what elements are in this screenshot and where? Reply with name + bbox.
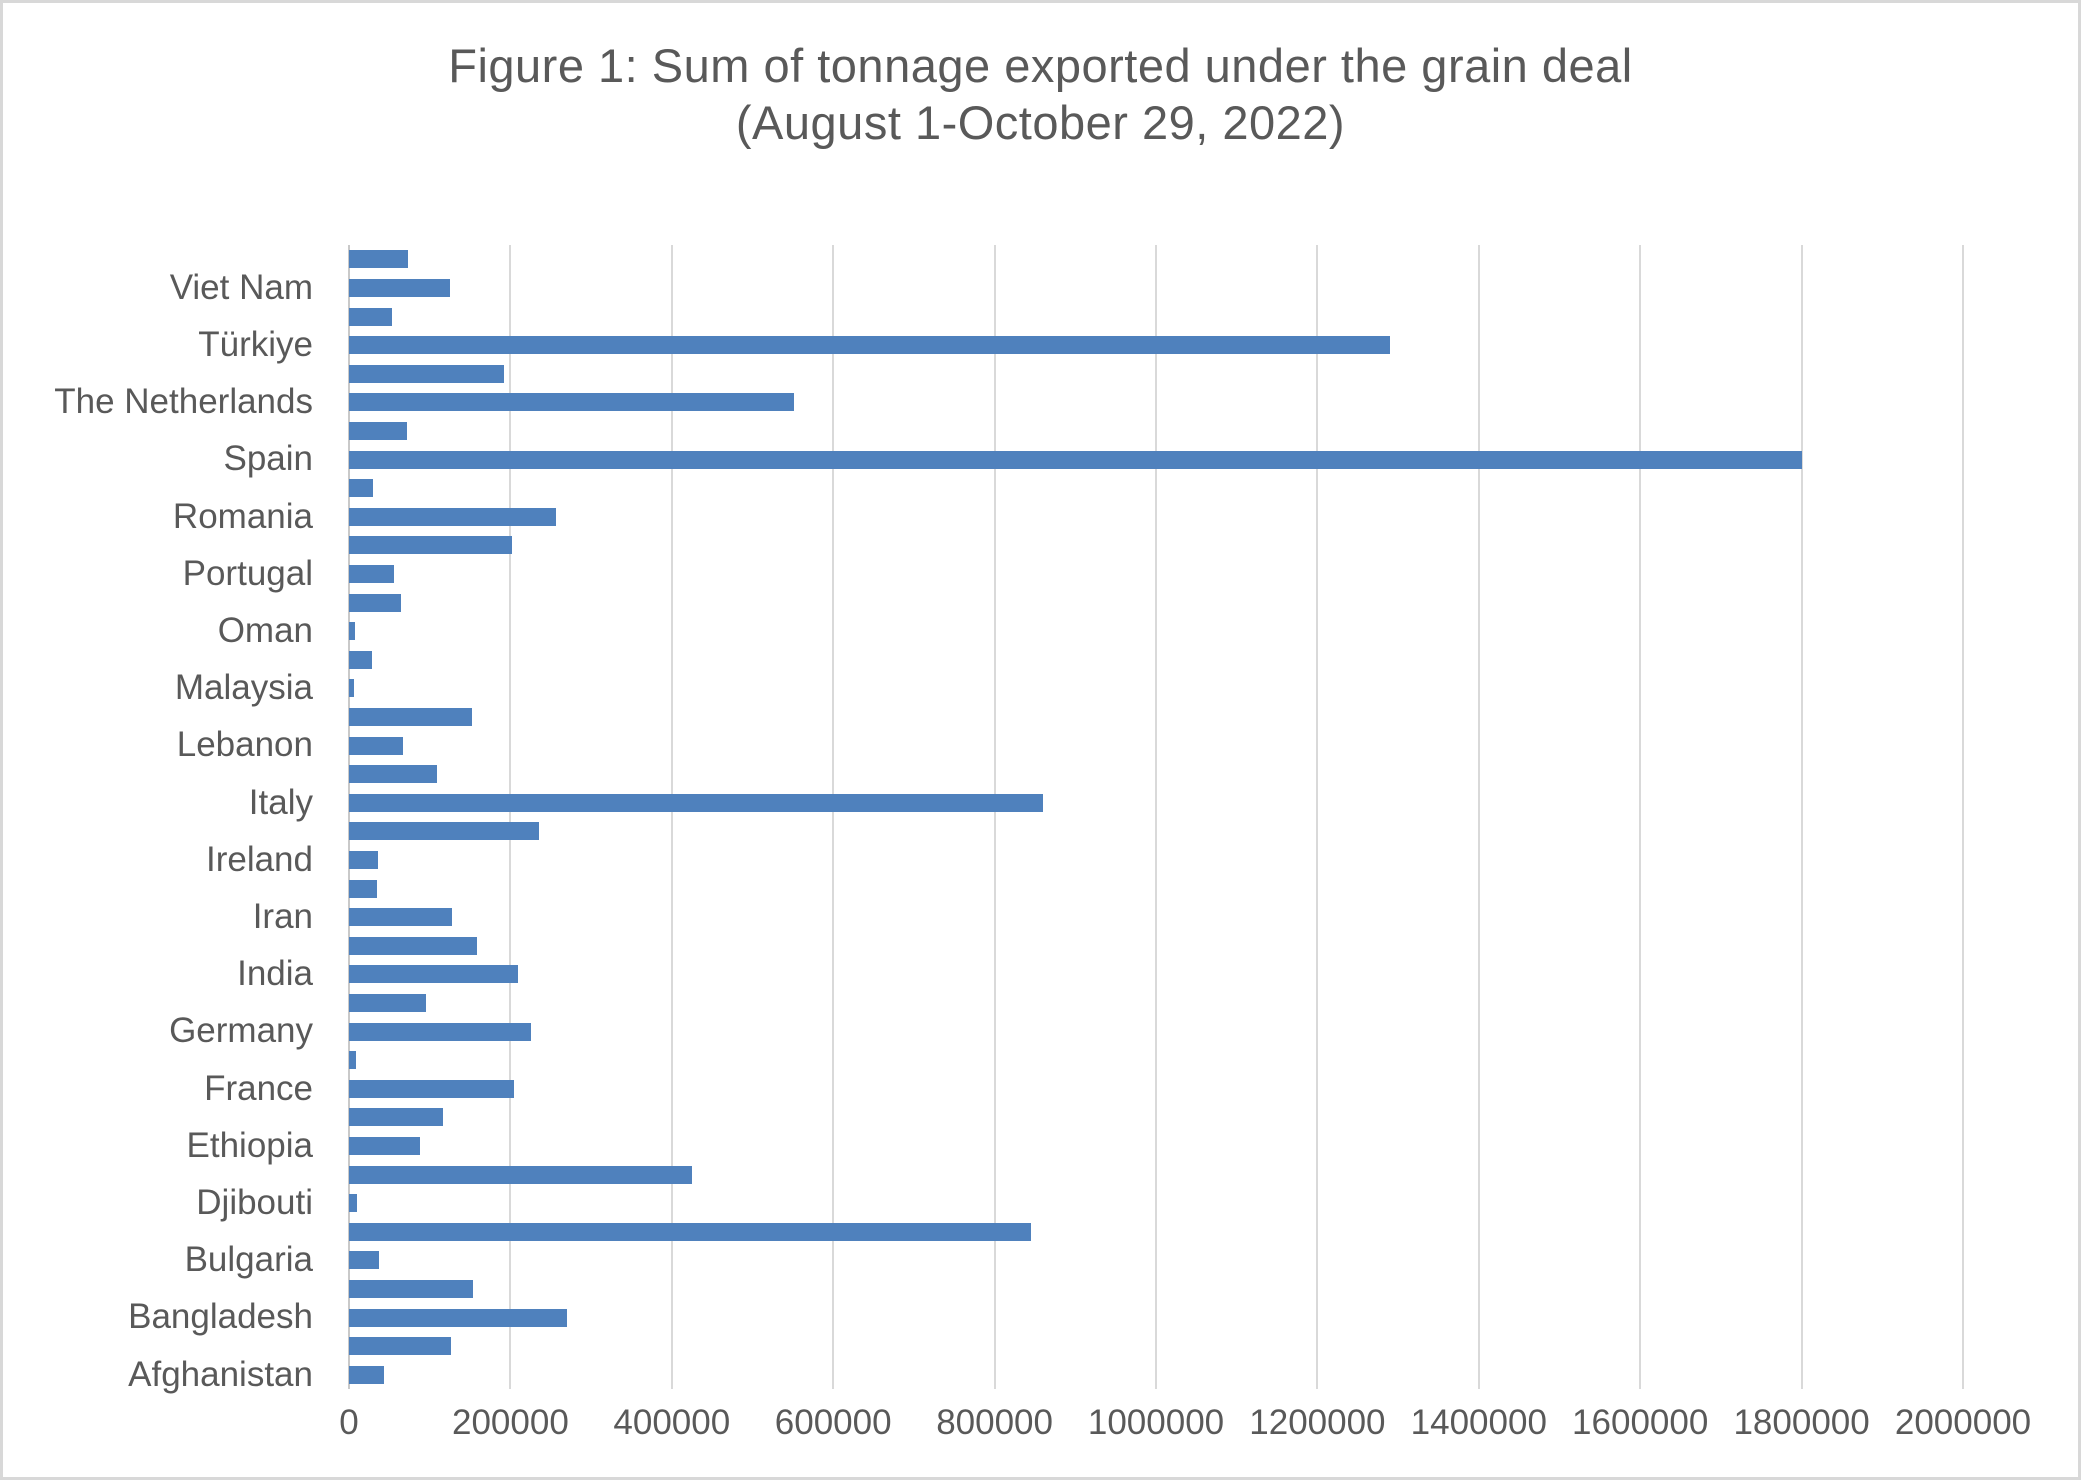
bar: [349, 622, 355, 641]
x-tick-label: 1200000: [1249, 1403, 1386, 1442]
x-tick-label: 0: [339, 1403, 359, 1442]
gridline: [1639, 245, 1642, 1389]
bar: [349, 707, 472, 726]
bar: [349, 879, 378, 898]
bar: [349, 965, 519, 984]
category-label: Portugal: [182, 553, 313, 593]
category-label: India: [237, 954, 313, 994]
category-label: Oman: [217, 611, 313, 651]
bar: [349, 1365, 384, 1384]
bar: [349, 1165, 692, 1184]
bar: [349, 1279, 474, 1298]
bar: [349, 1308, 567, 1327]
gridline: [1800, 245, 1803, 1389]
category-label: Bulgaria: [184, 1240, 313, 1280]
category-label: Malaysia: [174, 668, 313, 708]
x-tick-label: 800000: [936, 1403, 1053, 1442]
gridline: [832, 245, 835, 1389]
category-label: Spain: [223, 439, 313, 479]
bar: [349, 364, 504, 383]
chart-title-line1: Figure 1: Sum of tonnage exported under …: [448, 39, 1633, 92]
category-label: Romania: [172, 496, 313, 536]
bar: [349, 507, 556, 526]
bar: [349, 564, 395, 583]
gridline: [670, 245, 673, 1389]
bar: [349, 822, 540, 841]
bar: [349, 993, 427, 1012]
bar: [349, 1222, 1031, 1241]
x-tick-label: 1000000: [1087, 1403, 1225, 1442]
bar: [349, 336, 1391, 355]
x-tick-label: 1800000: [1733, 1403, 1870, 1442]
bar: [349, 421, 408, 440]
x-tick-label: 1400000: [1410, 1403, 1547, 1442]
x-tick-label: 400000: [613, 1403, 731, 1442]
bar: [349, 736, 404, 755]
bar: [349, 393, 795, 412]
x-tick-label: 200000: [451, 1403, 569, 1442]
category-label: Afghanistan: [128, 1354, 313, 1394]
bar: [349, 936, 477, 955]
category-label: Lebanon: [176, 725, 313, 765]
bar: [349, 278, 450, 297]
x-tick-label: 1600000: [1572, 1403, 1709, 1442]
bar: [349, 1337, 451, 1356]
category-label: Ireland: [205, 839, 313, 879]
category-label: Ethiopia: [186, 1125, 313, 1165]
bar: [349, 793, 1044, 812]
x-tick-label: 2000000: [1894, 1403, 2032, 1442]
gridline: [1962, 245, 1964, 1389]
chart-title: Figure 1: Sum of tonnage exported under …: [3, 37, 2078, 152]
bar: [349, 1194, 358, 1213]
gridline: [509, 245, 512, 1389]
category-label: Djibouti: [196, 1183, 313, 1223]
bar: [349, 307, 392, 326]
category-label: Viet Nam: [169, 267, 313, 307]
bar: [349, 765, 437, 784]
bar: [349, 908, 453, 927]
category-label: Iran: [252, 897, 313, 937]
gridline: [1155, 245, 1157, 1389]
bar: [349, 1022, 532, 1041]
bar: [349, 250, 408, 269]
category-label: Italy: [248, 782, 313, 822]
bar: [349, 593, 401, 612]
bar: [349, 850, 379, 869]
bar: [349, 679, 354, 698]
gridline: [1477, 245, 1480, 1389]
bar: [349, 1108, 443, 1127]
chart-title-line2: (August 1-October 29, 2022): [735, 96, 1346, 150]
x-tick-label: 600000: [774, 1403, 892, 1442]
bar: [349, 1136, 421, 1155]
plot-area: [348, 245, 1964, 1389]
bar: [349, 1051, 357, 1070]
bar: [349, 536, 512, 555]
value-axis-line: [348, 245, 350, 1389]
bar: [349, 1251, 379, 1270]
bar: [349, 1079, 515, 1098]
category-label: Germany: [169, 1011, 313, 1051]
category-label: The Netherlands: [54, 382, 313, 422]
category-label: Bangladesh: [128, 1297, 313, 1337]
gridline: [1316, 245, 1319, 1389]
category-axis-labels: Viet Nam Türkiye The Netherlands Spain Roman…: [3, 245, 313, 1394]
value-axis-labels: 0 200000 400000 600000 800000 1000000 1200000 1…: [339, 1403, 2031, 1457]
gridline: [993, 245, 996, 1389]
category-label: France: [204, 1068, 313, 1108]
category-label: Türkiye: [198, 325, 313, 365]
bar: [349, 479, 374, 498]
bar: [349, 650, 372, 669]
bar: [349, 450, 1802, 469]
